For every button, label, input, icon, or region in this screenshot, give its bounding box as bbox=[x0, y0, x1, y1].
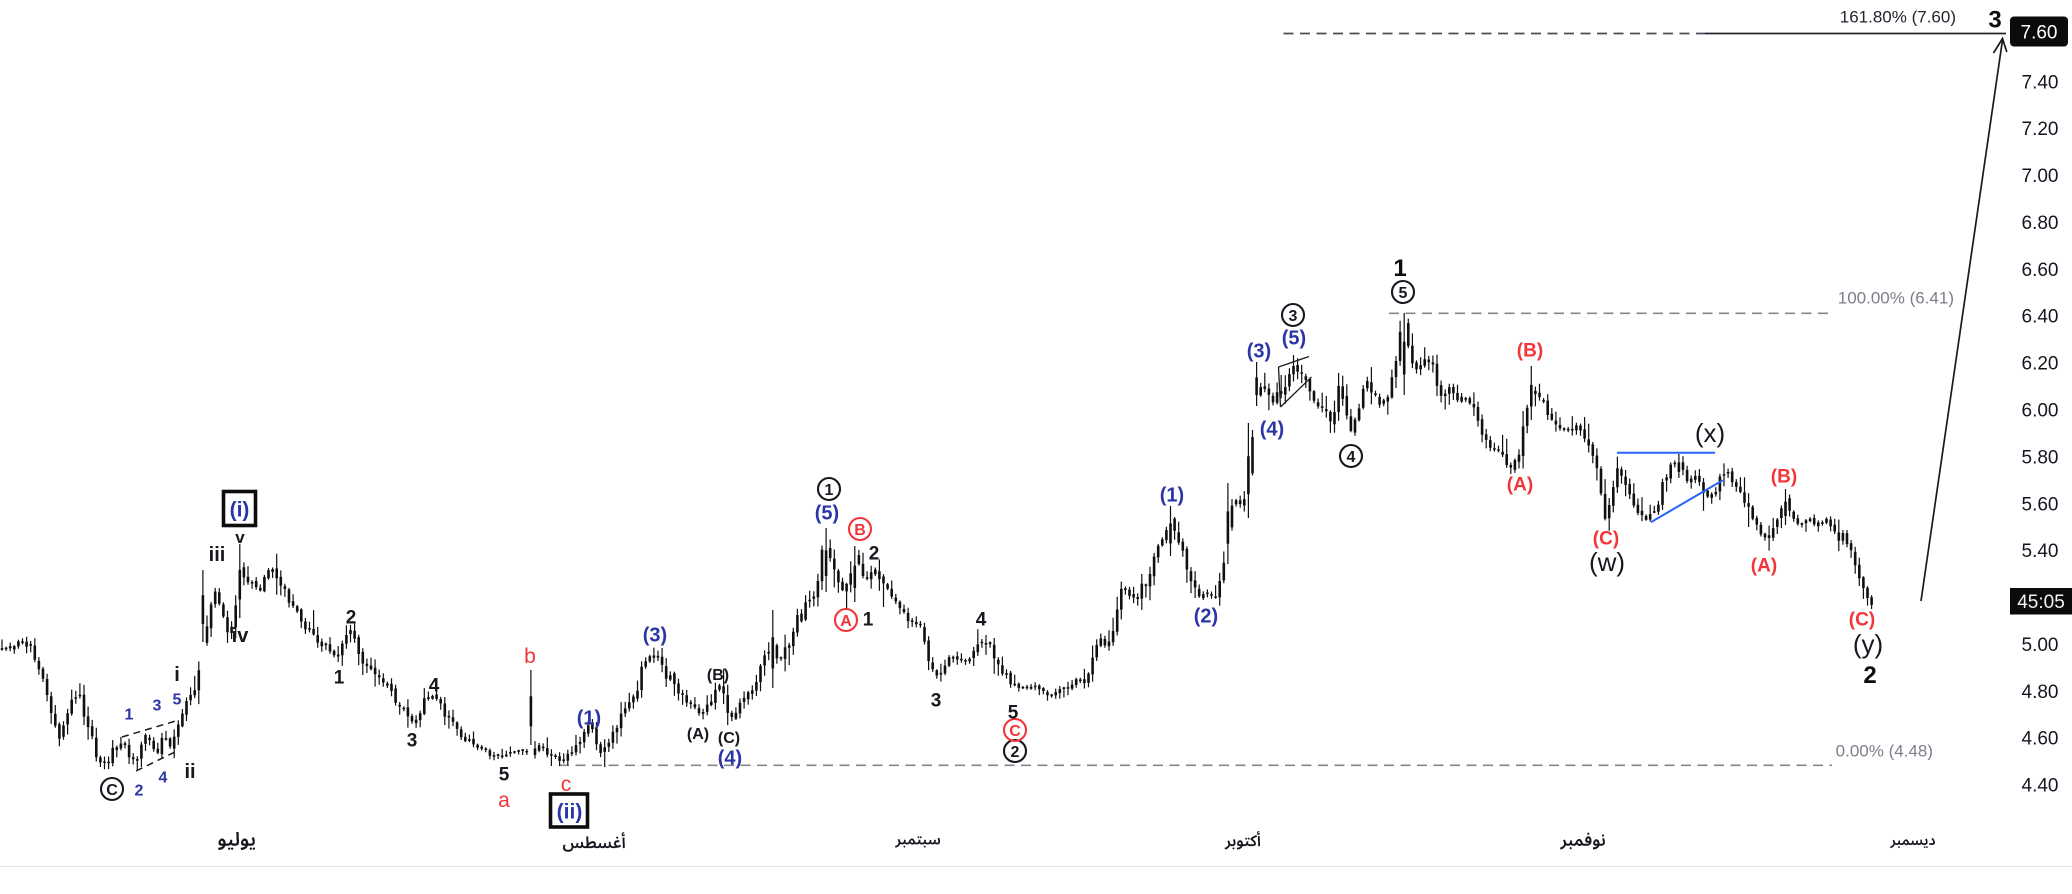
svg-text:5.60: 5.60 bbox=[2022, 494, 2059, 515]
svg-text:(i): (i) bbox=[230, 499, 250, 522]
svg-text:(3): (3) bbox=[643, 625, 667, 647]
svg-text:(A): (A) bbox=[1751, 556, 1777, 577]
svg-text:3: 3 bbox=[153, 698, 162, 715]
svg-text:iv: iv bbox=[232, 625, 250, 647]
svg-text:(w): (w) bbox=[1589, 547, 1625, 577]
svg-text:(ii): (ii) bbox=[557, 801, 583, 824]
svg-text:5: 5 bbox=[499, 765, 510, 786]
svg-text:i: i bbox=[174, 664, 180, 686]
svg-text:C: C bbox=[106, 782, 118, 799]
svg-text:7.20: 7.20 bbox=[2022, 119, 2059, 140]
svg-text:(2): (2) bbox=[1194, 606, 1218, 628]
svg-text:6.40: 6.40 bbox=[2022, 307, 2059, 328]
svg-text:(B): (B) bbox=[1771, 467, 1797, 488]
svg-text:5: 5 bbox=[1399, 285, 1408, 302]
svg-text:1: 1 bbox=[125, 707, 134, 724]
svg-text:2: 2 bbox=[346, 608, 357, 629]
svg-text:b: b bbox=[524, 645, 536, 668]
svg-text:v: v bbox=[235, 528, 245, 547]
svg-text:6.60: 6.60 bbox=[2022, 260, 2059, 281]
svg-text:5: 5 bbox=[1008, 703, 1019, 724]
svg-text:6.00: 6.00 bbox=[2022, 401, 2059, 422]
svg-text:2: 2 bbox=[1863, 662, 1876, 689]
svg-text:2: 2 bbox=[135, 783, 144, 800]
svg-text:4: 4 bbox=[976, 610, 987, 631]
svg-text:1: 1 bbox=[825, 482, 834, 499]
svg-text:(y): (y) bbox=[1853, 629, 1883, 659]
svg-text:B: B bbox=[854, 522, 866, 539]
svg-text:100.00% (6.41): 100.00% (6.41) bbox=[1838, 289, 1954, 308]
svg-text:7.40: 7.40 bbox=[2022, 72, 2059, 93]
svg-text:7.00: 7.00 bbox=[2022, 166, 2059, 187]
svg-text:3: 3 bbox=[407, 731, 418, 752]
svg-text:5.00: 5.00 bbox=[2022, 635, 2059, 656]
svg-text:4: 4 bbox=[159, 770, 168, 787]
svg-text:6.20: 6.20 bbox=[2022, 354, 2059, 375]
svg-text:3: 3 bbox=[1289, 308, 1298, 325]
svg-text:6.80: 6.80 bbox=[2022, 213, 2059, 234]
svg-text:5: 5 bbox=[173, 692, 182, 709]
svg-text:(5): (5) bbox=[815, 503, 839, 525]
svg-text:c: c bbox=[561, 773, 572, 796]
svg-text:(B): (B) bbox=[1517, 341, 1543, 362]
svg-text:161.80% (7.60): 161.80% (7.60) bbox=[1840, 8, 1956, 27]
svg-text:4: 4 bbox=[429, 676, 440, 697]
svg-text:iii: iii bbox=[209, 544, 226, 566]
svg-text:(A): (A) bbox=[687, 726, 709, 743]
svg-text:(C): (C) bbox=[1593, 529, 1619, 550]
svg-text:(5): (5) bbox=[1282, 328, 1306, 350]
svg-text:A: A bbox=[840, 613, 852, 630]
svg-text:(x): (x) bbox=[1695, 418, 1725, 448]
svg-text:3: 3 bbox=[1988, 7, 2001, 34]
svg-text:(3): (3) bbox=[1247, 341, 1271, 363]
svg-text:(4): (4) bbox=[1260, 419, 1284, 441]
svg-text:1: 1 bbox=[334, 668, 345, 689]
svg-text:0.00% (4.48): 0.00% (4.48) bbox=[1836, 742, 1933, 761]
svg-text:(4): (4) bbox=[718, 748, 742, 770]
svg-text:4: 4 bbox=[1347, 449, 1356, 466]
svg-text:4.60: 4.60 bbox=[2022, 729, 2059, 750]
svg-text:(C): (C) bbox=[718, 730, 740, 747]
svg-text:3: 3 bbox=[931, 691, 942, 712]
svg-text:ii: ii bbox=[184, 761, 195, 783]
svg-text:C: C bbox=[1009, 723, 1021, 740]
svg-text:1: 1 bbox=[863, 610, 874, 631]
svg-text:2: 2 bbox=[869, 544, 880, 565]
svg-text:(1): (1) bbox=[1160, 485, 1184, 507]
svg-text:1: 1 bbox=[1393, 255, 1406, 282]
svg-text:a: a bbox=[498, 789, 510, 812]
svg-text:7.60: 7.60 bbox=[2021, 23, 2058, 44]
svg-text:(1): (1) bbox=[577, 708, 601, 730]
svg-text:(C): (C) bbox=[1849, 610, 1875, 631]
svg-text:(A): (A) bbox=[1507, 475, 1533, 496]
svg-text:4.80: 4.80 bbox=[2022, 682, 2059, 703]
svg-text:45:05: 45:05 bbox=[2017, 592, 2065, 613]
svg-text:4.40: 4.40 bbox=[2022, 776, 2059, 797]
svg-text:5.80: 5.80 bbox=[2022, 447, 2059, 468]
svg-text:2: 2 bbox=[1011, 744, 1020, 761]
svg-text:5.40: 5.40 bbox=[2022, 541, 2059, 562]
svg-text:(B): (B) bbox=[707, 667, 729, 684]
